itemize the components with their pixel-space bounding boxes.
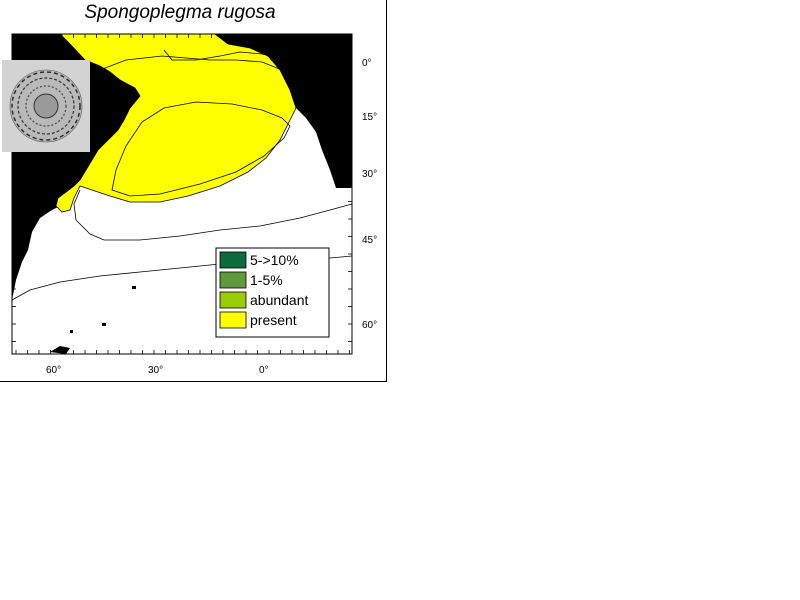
lon-label-60: 60° <box>46 365 61 376</box>
legend-label-present: present <box>250 312 297 328</box>
lon-label-0: 0° <box>259 365 269 376</box>
legend: 5->10% 1-5% abundant present <box>215 247 330 338</box>
island-2 <box>102 323 106 326</box>
lat-label-45: 45° <box>362 235 377 246</box>
map-frame <box>11 33 353 355</box>
lon-label-30: 30° <box>148 365 163 376</box>
front-line-1 <box>73 189 352 241</box>
map-svg: 0° 15° 30° 45° 60° 60° 30° 0° 5->10% 1-5… <box>2 33 377 376</box>
contour-north-inner <box>163 49 291 67</box>
radiolarian-specimen-image <box>2 60 90 152</box>
legend-label-abundant: abundant <box>250 292 309 308</box>
island-4 <box>50 346 70 354</box>
africa-land <box>215 34 352 188</box>
lat-label-0: 0° <box>362 58 372 69</box>
map-figure: Spongoplegma rugosa <box>0 0 387 382</box>
map-title: Spongoplegma rugosa <box>84 2 276 23</box>
legend-label-5-10: 5->10% <box>250 252 299 268</box>
contour-north <box>99 55 307 105</box>
lat-label-15: 15° <box>362 112 377 123</box>
island-3 <box>70 330 73 333</box>
legend-label-1-5: 1-5% <box>250 272 283 288</box>
present-range <box>55 34 297 213</box>
legend-swatch-present <box>219 311 247 329</box>
island-1 <box>132 286 136 289</box>
lat-label-30: 30° <box>362 169 377 180</box>
contour-central <box>111 101 291 197</box>
legend-swatch-5-10 <box>219 251 247 269</box>
lat-label-60: 60° <box>362 320 377 331</box>
legend-swatch-1-5 <box>219 271 247 289</box>
legend-swatch-abundant <box>219 291 247 309</box>
